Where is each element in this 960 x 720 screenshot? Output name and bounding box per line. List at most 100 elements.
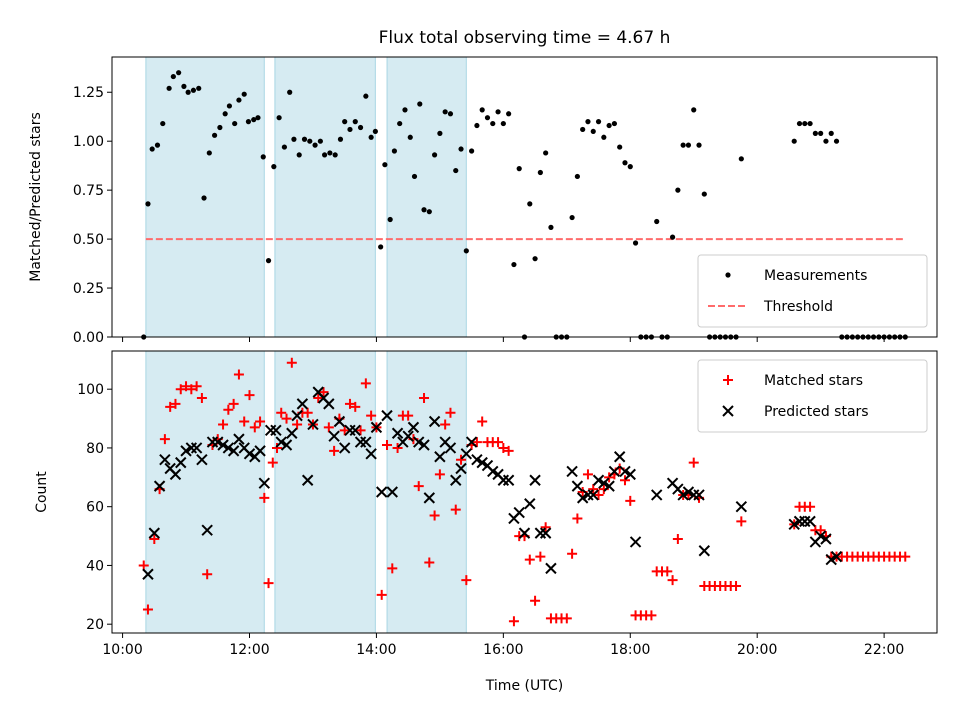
matched-stars-point [413,481,424,492]
matched-stars-point [223,404,234,415]
measurement-point [469,148,475,154]
matched-stars-point [350,401,361,412]
x-tick-label: 12:00 [229,642,269,658]
predicted-stars-point [169,468,182,481]
predicted-stars-point [212,436,224,448]
predicted-stars-point [450,474,462,486]
y-tick-label: 40 [86,558,104,574]
x-tick-label: 14:00 [356,642,396,658]
matched-stars-point [731,581,742,591]
matched-stars-point [572,513,583,524]
predicted-stars-point [275,436,287,448]
measurement-point [453,167,459,174]
measurement-point [185,89,191,95]
measurement-point [211,132,218,138]
predicted-stars-point [196,453,208,466]
legend-label: Predicted stars [764,404,869,420]
matched-stars-point [508,616,519,627]
matched-stars-point [149,534,160,544]
measurement-point [574,173,580,180]
measurement-point [812,130,818,136]
measurement-point [317,138,323,144]
measurement-point [691,107,697,113]
measurement-point [255,115,261,121]
measurement-point [696,142,702,148]
predicted-stars-point [190,442,203,454]
predicted-stars-point [820,533,832,545]
matched-stars-point [667,575,678,586]
predicted-stars-point [682,486,695,498]
measurement-point [421,207,427,213]
y-tick-label: 0.25 [73,281,104,297]
predicted-stars-point [323,398,335,410]
matched-stars-point [263,578,274,589]
chart-title: Flux total observing time = 4.67 h [379,28,671,48]
top-panel: 0.00 0.25 0.50 0.75 1.00 1.25 Matched/Predict… [28,56,938,346]
matched-stars-point [165,401,176,412]
measurement-point [669,234,676,240]
predicted-stars-point [624,468,636,481]
legend-measurements-marker [725,272,731,278]
matched-stars-point [202,569,213,580]
predicted-stars-point [159,453,171,466]
x-tick-label: 20:00 [737,642,777,658]
matched-stars-point [339,425,350,436]
predicted-stars-point [402,430,414,442]
matched-stars-point [503,445,514,456]
x-tick-label: 22:00 [864,642,904,658]
measurement-point [685,142,692,148]
matched-stars-point [604,472,615,483]
predicted-stars-point [381,409,393,422]
predicted-stars-point [455,462,467,475]
matched-stars-point [434,469,445,480]
matched-stars-point [366,410,377,421]
predicted-stars-point [222,442,235,454]
matched-stars-point [445,407,456,418]
predicted-stars-point [529,474,541,486]
x-axis-label: Time (UTC) [485,678,563,694]
predicted-stars-point [291,409,303,422]
measurement-point [245,119,252,125]
predicted-stars-point [677,489,689,501]
predicted-stars-point [576,492,589,504]
measurement-point [701,191,707,197]
measurement-point [332,152,338,158]
bottom-panel-frame [111,350,938,634]
observing-window-shade [145,350,265,634]
matched-stars-point [244,390,255,401]
measurement-point [291,136,297,142]
predicted-stars-point [280,439,293,451]
measurement-point [307,138,313,144]
measurement-point [176,70,182,76]
matched-stars-point [281,413,292,424]
predicted-stars-point [258,477,271,489]
matched-stars-point [239,416,250,427]
measurement-point [532,256,538,262]
matched-stars-point [175,384,186,395]
measurement-point [675,187,681,193]
predicted-stars-point [233,433,245,445]
measurement-point [160,120,166,127]
measurement-point [145,201,151,207]
predicted-stars-point [613,451,626,463]
measurement-point [251,117,257,123]
predicted-stars-point [698,545,711,557]
matched-stars-point [318,387,329,398]
observing-window-shade [274,350,376,634]
matched-stars-point [392,442,403,453]
matched-stars-point [567,548,578,559]
predicted-stars-point [487,465,499,478]
predicted-stars-point [391,427,404,439]
measurement-point [738,156,744,162]
measurement-point [166,85,172,91]
predicted-stars-point [434,451,446,463]
measurement-point [791,138,797,144]
measurement-point [511,261,517,268]
measurement-point [271,164,277,170]
matched-stars-point [646,610,657,621]
matched-stars-point [142,604,153,615]
y-tick-label: 80 [86,441,104,457]
matched-stars-point [302,407,313,418]
measurement-point [807,120,813,127]
predicted-stars-point [830,550,843,563]
